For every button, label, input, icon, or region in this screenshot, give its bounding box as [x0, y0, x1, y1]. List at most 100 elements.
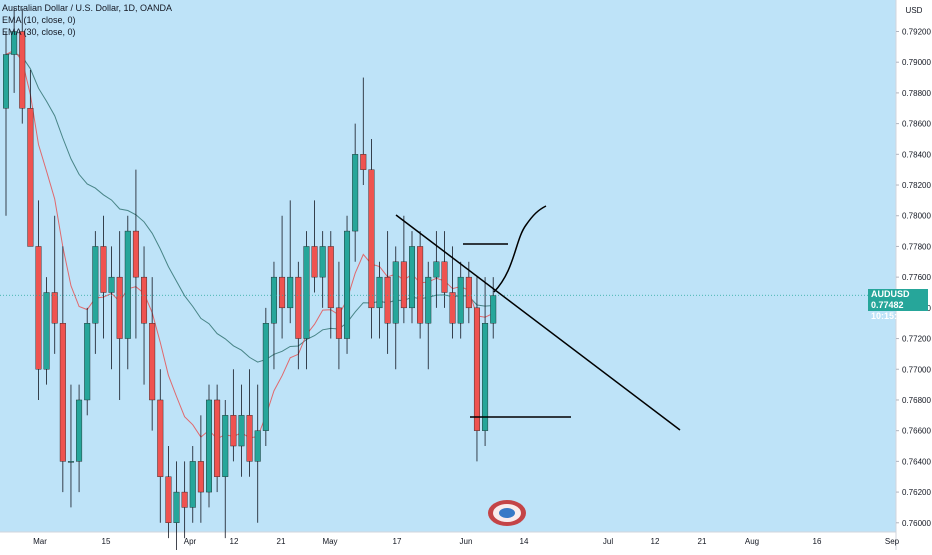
- price-tick-label: 0.78400: [902, 150, 931, 159]
- price-tick-label: 0.77800: [902, 242, 931, 251]
- candle-body: [417, 246, 424, 324]
- price-tick-label: 0.76200: [902, 488, 931, 497]
- time-tick-label: Mar: [33, 537, 47, 546]
- currency-label: USD: [906, 6, 923, 15]
- candle-body: [279, 276, 286, 309]
- price-tick-label: 0.76800: [902, 396, 931, 405]
- price-tag-symbol: AUDUSD: [871, 289, 910, 300]
- last-price-tag: AUDUSD 0.77482 10:15:21: [868, 289, 928, 321]
- candle-body: [67, 461, 74, 463]
- candle-body: [352, 154, 359, 232]
- candle-body: [132, 230, 139, 278]
- candle-body: [368, 169, 375, 309]
- candle-body: [3, 54, 9, 109]
- candle-body: [449, 292, 456, 324]
- candle-body: [11, 31, 18, 55]
- candle-body: [27, 108, 34, 247]
- price-tick-label: 0.77600: [902, 273, 931, 282]
- price-tick-label: 0.77200: [902, 335, 931, 344]
- price-tick-label: 0.78800: [902, 89, 931, 98]
- candle-body: [303, 246, 310, 339]
- time-tick-label: 14: [520, 537, 529, 546]
- candle-body: [124, 230, 131, 339]
- price-tick-label: 0.76000: [902, 519, 931, 528]
- price-tick-label: 0.79200: [902, 27, 931, 36]
- candle-body: [246, 415, 253, 462]
- candle-body: [181, 491, 188, 508]
- candle-body: [490, 295, 497, 324]
- time-tick-label: 21: [277, 537, 286, 546]
- time-tick-label: 15: [102, 537, 111, 546]
- candle-body: [262, 323, 269, 431]
- plot-background: [0, 0, 896, 532]
- trendline-drawing[interactable]: [395, 214, 681, 431]
- candle-body: [311, 246, 318, 278]
- candle-body: [384, 276, 391, 324]
- time-axis[interactable]: [0, 532, 896, 550]
- candle-body: [376, 276, 383, 309]
- candle-body: [173, 491, 180, 523]
- candle-body: [222, 415, 229, 477]
- candle-body: [287, 276, 294, 309]
- candle-body: [433, 261, 440, 278]
- price-tick-label: 0.79000: [902, 58, 931, 67]
- time-tick-label: Sep: [885, 537, 900, 546]
- candle-body: [100, 246, 107, 293]
- candle-body: [149, 323, 156, 401]
- candle-body: [344, 230, 351, 339]
- time-tick-label: Jun: [460, 537, 473, 546]
- logo-watermark-icon: [486, 498, 528, 528]
- candle-body: [360, 154, 367, 170]
- candle-body: [254, 430, 261, 462]
- candle-body: [92, 246, 99, 324]
- candle-body: [327, 246, 334, 309]
- time-tick-label: Apr: [184, 537, 197, 546]
- candle-body: [400, 261, 407, 309]
- candle-body: [457, 276, 464, 324]
- candle-body: [157, 399, 164, 477]
- candle-body: [35, 246, 42, 370]
- time-tick-label: Jul: [603, 537, 613, 546]
- candle-body: [108, 276, 115, 293]
- price-tag-countdown: 10:15:21: [871, 311, 908, 322]
- time-tick-label: 21: [698, 537, 707, 546]
- price-tick-label: 0.78200: [902, 181, 931, 190]
- price-tick-label: 0.78000: [902, 212, 931, 221]
- candle-body: [482, 323, 489, 431]
- candle-body: [76, 399, 83, 462]
- candle-body: [214, 399, 221, 477]
- candle-body: [392, 261, 399, 324]
- projection-curve-drawing[interactable]: [493, 205, 547, 293]
- price-tick-label: 0.78600: [902, 120, 931, 129]
- candle-body: [270, 276, 277, 324]
- candle-body: [189, 461, 196, 508]
- candle-body: [84, 323, 91, 401]
- candle-body: [205, 399, 212, 493]
- candle-body: [425, 276, 432, 324]
- candle-body: [409, 246, 416, 309]
- candle-body: [43, 292, 50, 370]
- candle-body: [441, 261, 448, 293]
- time-tick-label: Aug: [745, 537, 759, 546]
- time-tick-label: 12: [230, 537, 239, 546]
- candle-body: [465, 276, 472, 309]
- candle-body: [230, 415, 237, 447]
- candle-body: [319, 246, 326, 278]
- candle-body: [295, 276, 302, 339]
- candle-body: [51, 292, 58, 324]
- candle-body: [116, 276, 123, 339]
- candle-body: [197, 461, 204, 493]
- candle-body: [165, 476, 172, 523]
- candle-body: [141, 276, 148, 324]
- candle-body: [19, 31, 26, 109]
- price-axis[interactable]: [896, 0, 932, 550]
- price-tick-label: 0.77000: [902, 365, 931, 374]
- price-tick-label: 0.76600: [902, 427, 931, 436]
- time-tick-label: May: [322, 537, 337, 546]
- time-tick-label: 17: [393, 537, 402, 546]
- candle-body: [238, 415, 245, 447]
- time-tick-label: 16: [813, 537, 822, 546]
- candle-body: [59, 323, 66, 462]
